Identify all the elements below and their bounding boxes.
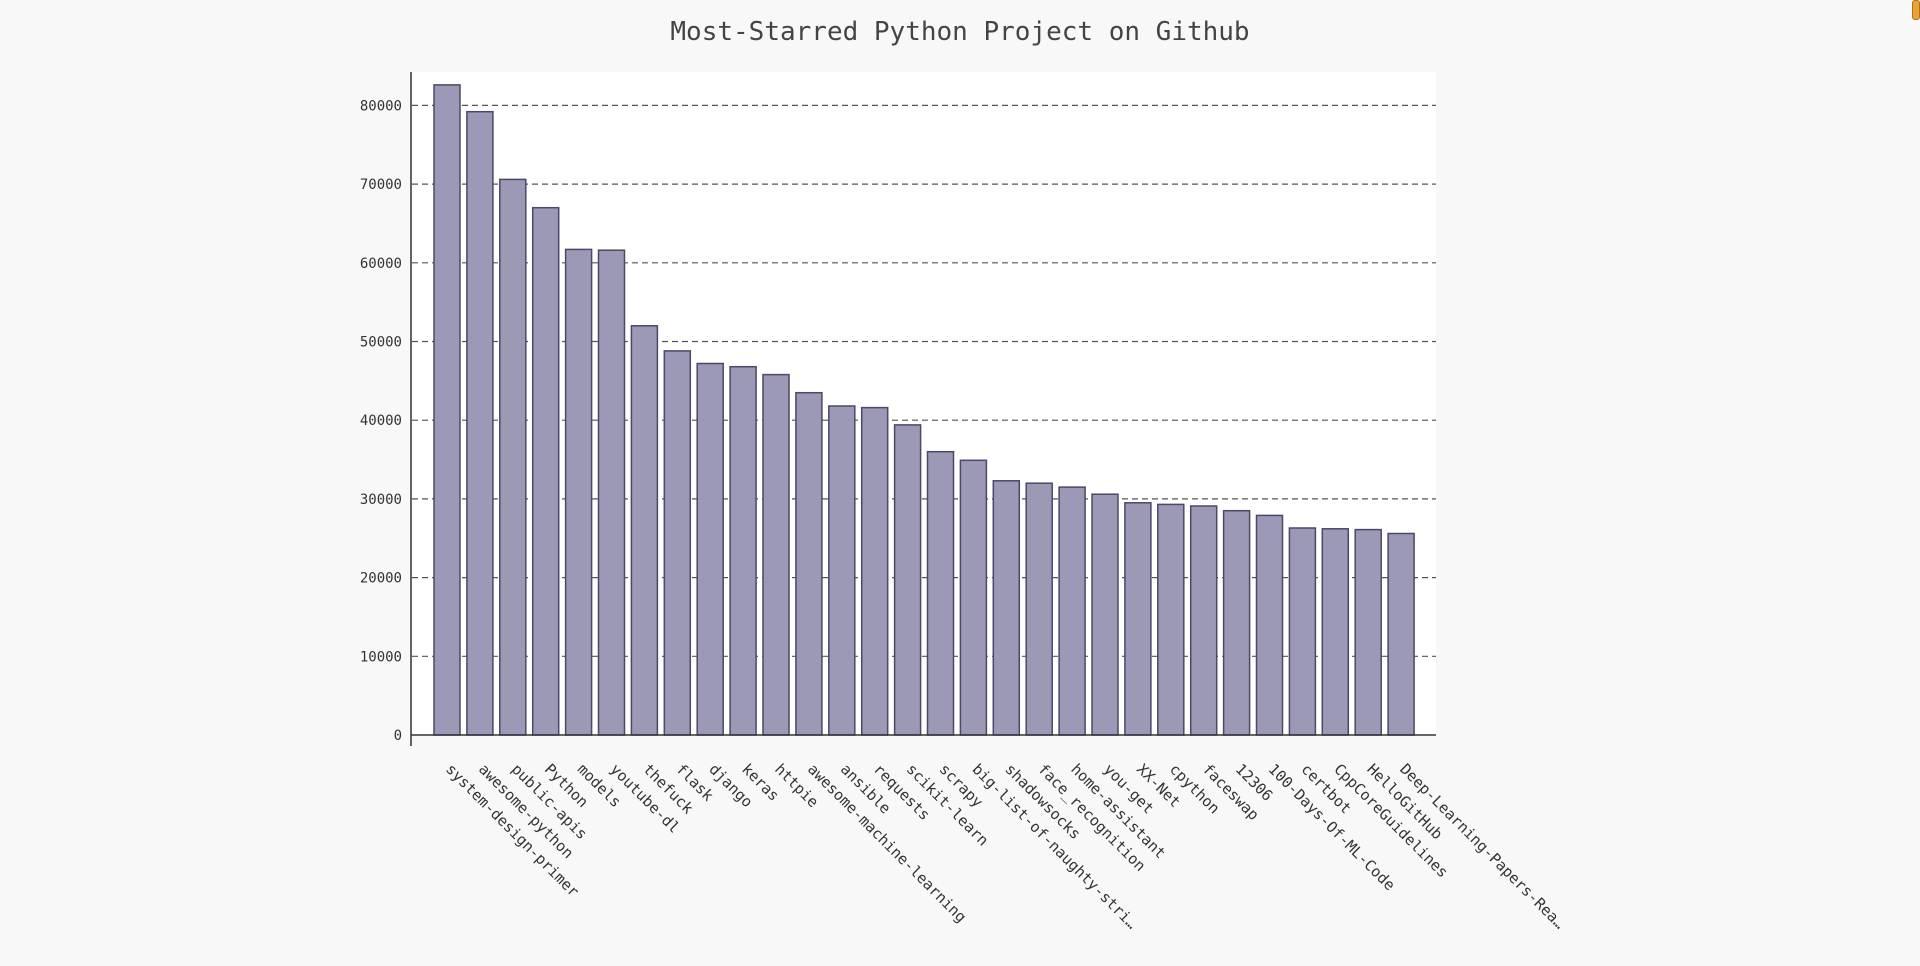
bar[interactable]: [795, 391, 823, 736]
y-tick-label: 20000: [360, 571, 402, 587]
bar[interactable]: [433, 84, 461, 736]
bar[interactable]: [531, 206, 560, 736]
y-axis-ticks: 0 10000 20000 30000 40000 50000 60000 70000 8000…: [360, 98, 402, 744]
y-tick-label: 30000: [360, 492, 402, 508]
bar[interactable]: [564, 248, 593, 736]
bar[interactable]: [1288, 527, 1317, 736]
bar[interactable]: [1321, 528, 1350, 736]
chart-title: Most-Starred Python Project on Github: [670, 17, 1249, 47]
bar[interactable]: [1124, 502, 1152, 736]
bar[interactable]: [466, 110, 494, 736]
y-tick-label: 80000: [360, 98, 402, 114]
bars: [433, 84, 1415, 736]
y-tick-label: 70000: [360, 177, 402, 193]
scrollbar-thumb[interactable]: [1912, 0, 1920, 20]
y-tick-label: 10000: [360, 649, 402, 665]
bar[interactable]: [992, 480, 1021, 736]
bar[interactable]: [729, 365, 757, 736]
bar[interactable]: [1222, 509, 1251, 736]
y-tick-label: 40000: [360, 413, 402, 429]
bar[interactable]: [1387, 532, 1415, 736]
bar[interactable]: [1091, 493, 1119, 736]
bar[interactable]: [597, 249, 626, 736]
bar[interactable]: [762, 373, 790, 736]
bar[interactable]: [860, 406, 889, 736]
bar[interactable]: [1255, 514, 1284, 736]
bar[interactable]: [1025, 482, 1053, 736]
y-tick-label: 0: [394, 728, 402, 744]
bar[interactable]: [828, 405, 856, 736]
bar[interactable]: [1157, 503, 1185, 736]
bar[interactable]: [959, 459, 988, 736]
bar[interactable]: [1354, 528, 1382, 736]
bar[interactable]: [1058, 486, 1086, 736]
bar[interactable]: [1189, 505, 1218, 736]
y-tick-label: 50000: [360, 335, 402, 351]
bar[interactable]: [893, 424, 922, 736]
y-tick-label: 60000: [360, 256, 402, 272]
bar[interactable]: [499, 178, 527, 736]
x-axis-labels: system-design-primerawesome-pythonpublic…: [442, 760, 1568, 932]
bar[interactable]: [630, 325, 659, 736]
bar[interactable]: [926, 450, 955, 736]
bar[interactable]: [663, 350, 692, 736]
bar[interactable]: [696, 362, 724, 736]
